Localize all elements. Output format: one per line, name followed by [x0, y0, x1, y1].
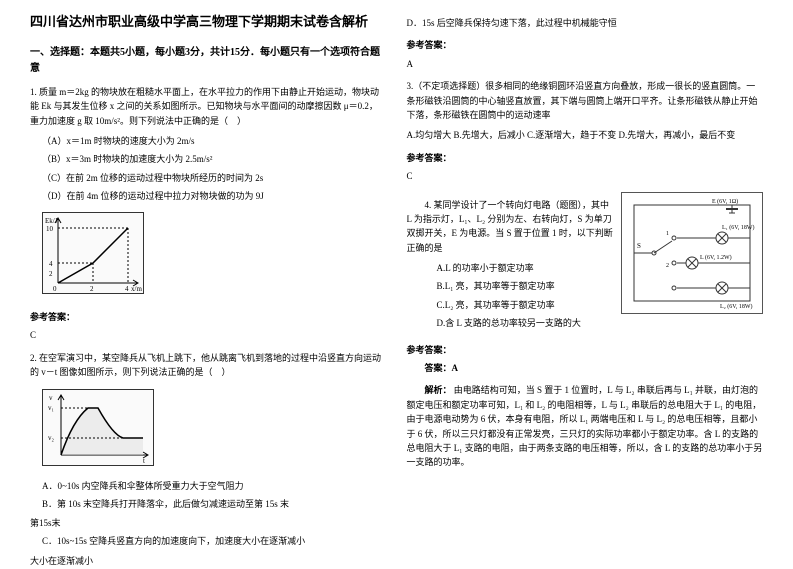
q2-opt-d: D．15s 后空降兵保持匀速下落，此过程中机械能守恒 [407, 16, 764, 30]
q4-explain-text: 由电路结构可知，当 S 置于 1 位置时，L 与 L₂ 串联后再与 L₁ 并联，… [407, 385, 763, 467]
q1-opt-a: （A）x＝1m 时物块的速度大小为 2m/s [42, 134, 387, 148]
q4-circuit: E (6V, 1Ω)L₁ (6V, 18W)L (6V, 1.2W)L₂ (6V… [621, 192, 763, 314]
q1-opt-c: （C）在前 2m 位移的运动过程中物块所经历的时间为 2s [42, 171, 387, 185]
q2-opt-a: A．0~10s 内空降兵和伞整体所受重力大于空气阻力 [42, 479, 387, 493]
svg-text:S: S [637, 242, 641, 250]
svg-text:4: 4 [49, 260, 53, 268]
svg-text:2: 2 [90, 285, 94, 293]
section-1-header: 一、选择题：本题共5小题，每小题3分，共计15分．每小题只有一个选项符合题意 [30, 45, 387, 77]
svg-text:v₁: v₁ [48, 404, 54, 412]
svg-text:2: 2 [49, 270, 53, 278]
q4-ref-label: 参考答案： [407, 343, 764, 357]
q3-opts: A.均匀增大 B.先增大，后减小 C.逐渐增大，趋于不变 D.先增大，再减小，最… [407, 128, 764, 142]
q4-answer: 答案：A [407, 361, 764, 375]
q1-ref-label: 参考答案： [30, 310, 387, 324]
q1-answer: C [30, 328, 387, 342]
exam-title: 四川省达州市职业高级中学高三物理下学期期末试卷含解析 [30, 12, 387, 33]
q3-ref-label: 参考答案： [407, 151, 764, 165]
q1-opt-d: （D）在前 4m 位移的运动过程中拉力对物块做的功为 9J [42, 189, 387, 203]
q2-graph: v₁ v₂ v t [42, 389, 154, 466]
q2-stem: 2. 在空军演习中，某空降兵从飞机上跳下，他从跳离飞机到落地的过程中沿竖直方向运… [30, 351, 387, 380]
svg-text:v₂: v₂ [48, 434, 55, 442]
q3-answer: C [407, 169, 764, 183]
q2-opt-c2: 大小在逐渐减小 [30, 554, 387, 568]
svg-text:10: 10 [46, 225, 54, 233]
q4-explain-label: 解析： [425, 385, 452, 395]
q2-ref-label: 参考答案： [407, 38, 764, 52]
q4-opt-d: D.含 L 支路的总功率较另一支路的大 [419, 316, 764, 330]
svg-text:4: 4 [125, 285, 129, 293]
svg-text:1: 1 [666, 231, 669, 237]
svg-text:Ek/J: Ek/J [45, 217, 58, 225]
q2-opt-b2: 第15s末 [30, 516, 387, 530]
svg-text:0: 0 [53, 285, 57, 293]
q1-graph: Ek/Jx/m0242410 [42, 212, 144, 294]
svg-text:L₂ (6V, 18W): L₂ (6V, 18W) [720, 303, 752, 310]
q3-stem: 3.（不定项选择题）很多相同的绝缘铜圆环沿竖直方向叠放，形成一很长的竖直圆筒。一… [407, 79, 764, 122]
svg-text:2: 2 [666, 263, 669, 269]
q4-explain: 解析： 由电路结构可知，当 S 置于 1 位置时，L 与 L₂ 串联后再与 L₁… [407, 383, 764, 469]
q2-opt-b: B．第 10s 末空降兵打开降落伞，此后做匀减速运动至第 15s 末 [42, 497, 387, 511]
svg-text:x/m: x/m [131, 285, 142, 293]
q2-answer: A [407, 57, 764, 71]
svg-text:L (6V, 1.2W): L (6V, 1.2W) [700, 254, 732, 261]
q1-stem: 1. 质量 m＝2kg 的物块放在粗糙水平面上，在水平拉力的作用下由静止开始运动… [30, 85, 387, 128]
svg-text:E (6V, 1Ω): E (6V, 1Ω) [712, 198, 738, 205]
q2-opt-c: C．10s~15s 空降兵竖直方向的加速度向下，加速度大小在逐渐减小 [42, 534, 387, 548]
q1-opt-b: （B）x＝3m 时物块的加速度大小为 2.5m/s² [42, 152, 387, 166]
svg-text:t: t [143, 457, 145, 465]
svg-text:v: v [49, 394, 53, 402]
